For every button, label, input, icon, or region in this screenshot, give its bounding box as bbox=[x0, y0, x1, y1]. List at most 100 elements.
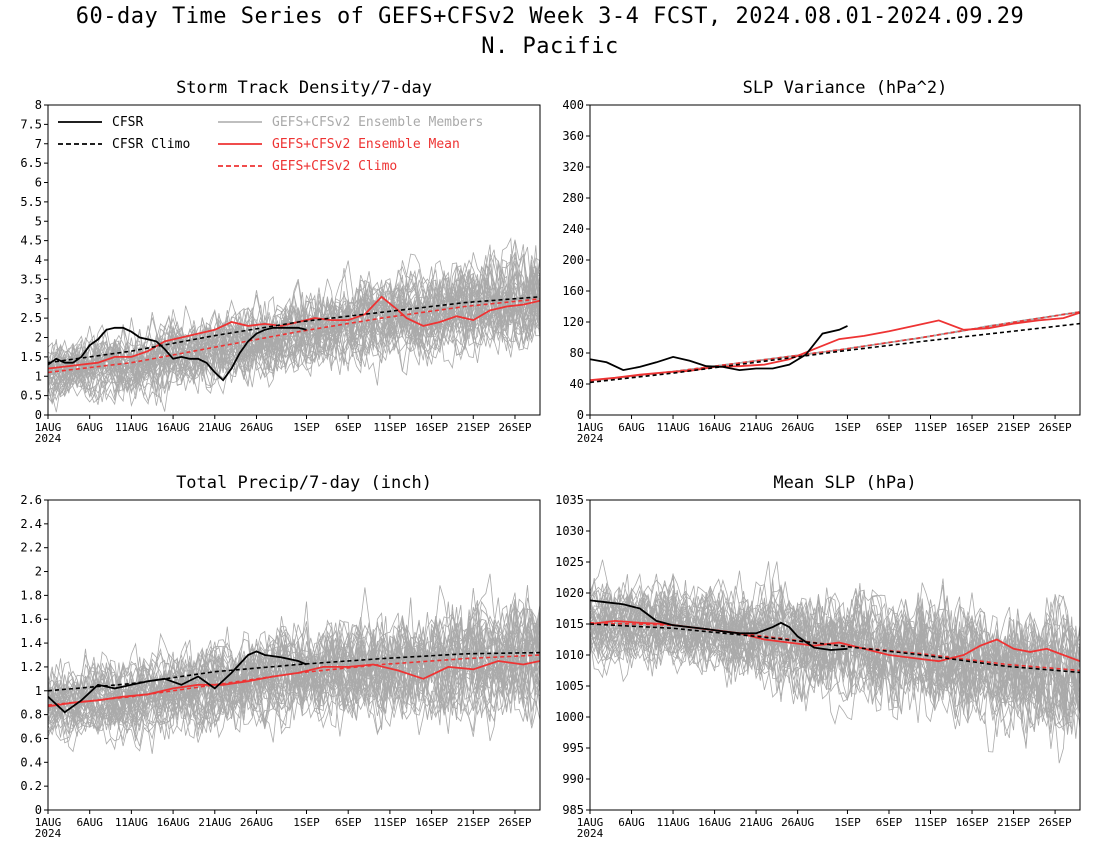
y-tick-label: 0 bbox=[35, 803, 42, 817]
x-tick-label: 11SEP bbox=[373, 421, 406, 434]
x-tick-label: 11SEP bbox=[914, 816, 947, 829]
y-tick-label: 0.8 bbox=[20, 708, 42, 722]
member-line bbox=[590, 311, 1080, 382]
panel-3: 0 0.2 0.4 0.6 0.8 1 1.2 1.4 1.6 1.8 2 2.2 2.4 2.6 1AUG… bbox=[20, 473, 541, 840]
panel-title: Mean SLP (hPa) bbox=[773, 473, 916, 493]
x-tick-label: 6SEP bbox=[876, 421, 903, 434]
member-line bbox=[590, 311, 1080, 382]
panel-title: Total Precip/7-day (inch) bbox=[176, 473, 432, 493]
member-line bbox=[590, 311, 1080, 382]
member-line bbox=[590, 311, 1080, 382]
series-cfsr-climo bbox=[590, 322, 1080, 384]
member-line bbox=[48, 292, 540, 405]
y-tick-label: 985 bbox=[562, 803, 584, 817]
x-tick-label: 6SEP bbox=[876, 816, 903, 829]
y-tick-label: 4.5 bbox=[20, 234, 42, 248]
x-tick-label: 16SEP bbox=[415, 421, 448, 434]
x-tick-label: 11AUG bbox=[656, 816, 689, 829]
x-tick-label: 1SEP bbox=[834, 816, 861, 829]
x-tick-label: 26AUG bbox=[240, 816, 273, 829]
series-gefs-cfsv2-climo bbox=[590, 311, 1080, 382]
y-tick-label: 1010 bbox=[555, 648, 584, 662]
x-tick-label: 16SEP bbox=[955, 816, 988, 829]
member-line bbox=[590, 311, 1080, 382]
series-gefs-cfsv2-ensemble-mean bbox=[48, 660, 540, 708]
panel-2: 0 40 80 120 160 200 240 280 320 360 400 1AUG 6AUG 11A… bbox=[562, 78, 1081, 445]
x-tick-label: 16SEP bbox=[415, 816, 448, 829]
member-line bbox=[590, 311, 1080, 382]
member-line bbox=[48, 244, 540, 394]
y-tick-label: 2.6 bbox=[20, 493, 42, 507]
y-tick-label: 7.5 bbox=[20, 117, 42, 131]
series-cfsr-climo bbox=[48, 296, 540, 364]
panel-4: 985 990 995 1000 1005 1010 1015 1020 1025 1030 103… bbox=[555, 473, 1081, 840]
member-line bbox=[590, 311, 1080, 382]
series-cfsr bbox=[48, 650, 307, 714]
x-tick-label: 21AUG bbox=[740, 816, 773, 829]
y-tick-label: 40 bbox=[570, 377, 584, 391]
member-line bbox=[590, 311, 1080, 382]
member-line bbox=[590, 311, 1080, 382]
x-tick-label: 26AUG bbox=[781, 816, 814, 829]
y-tick-label: 7 bbox=[35, 137, 42, 151]
y-tick-label: 1030 bbox=[555, 524, 584, 538]
y-tick-label: 1000 bbox=[555, 710, 584, 724]
member-line bbox=[590, 585, 1080, 726]
member-line bbox=[48, 257, 540, 390]
y-tick-label: 80 bbox=[570, 346, 584, 360]
member-line bbox=[590, 608, 1080, 753]
member-line bbox=[48, 611, 540, 742]
plot-area bbox=[48, 573, 540, 754]
y-tick-label: 4 bbox=[35, 253, 42, 267]
figure-title: 60-day Time Series of GEFS+CFSv2 Week 3-… bbox=[75, 4, 1025, 29]
y-tick-label: 995 bbox=[562, 741, 584, 755]
member-line bbox=[590, 311, 1080, 382]
x-tick-label: 6SEP bbox=[335, 421, 362, 434]
legend-label: CFSR Climo bbox=[112, 137, 190, 152]
x-tick-label: 11AUG bbox=[656, 421, 689, 434]
x-tick-label: 26AUG bbox=[781, 421, 814, 434]
y-tick-label: 1035 bbox=[555, 493, 584, 507]
y-tick-label: 1 bbox=[35, 684, 42, 698]
ensemble-members bbox=[590, 559, 1080, 764]
y-tick-label: 0.4 bbox=[20, 755, 42, 769]
y-tick-label: 0.2 bbox=[20, 779, 42, 793]
member-line bbox=[590, 559, 1080, 722]
y-tick-label: 160 bbox=[562, 284, 584, 298]
member-line bbox=[48, 606, 540, 716]
x-tick-label: 21AUG bbox=[198, 421, 231, 434]
y-tick-label: 6.5 bbox=[20, 156, 42, 170]
x-tick-label: 16AUG bbox=[698, 816, 731, 829]
y-tick-label: 2 bbox=[35, 331, 42, 345]
member-line bbox=[590, 311, 1080, 382]
legend-label: GEFS+CFSv2 Climo bbox=[272, 159, 397, 174]
y-tick-label: 3 bbox=[35, 292, 42, 306]
member-line bbox=[590, 311, 1080, 381]
ensemble-members bbox=[590, 311, 1080, 382]
y-tick-label: 200 bbox=[562, 253, 584, 267]
member-line bbox=[590, 311, 1080, 382]
x-tick-label: 11AUG bbox=[115, 421, 148, 434]
member-line bbox=[48, 245, 540, 401]
y-tick-label: 280 bbox=[562, 191, 584, 205]
member-line bbox=[590, 311, 1080, 381]
member-line bbox=[590, 311, 1080, 382]
x-tick-label: 21SEP bbox=[457, 421, 490, 434]
y-tick-label: 990 bbox=[562, 772, 584, 786]
x-tick-label: 6SEP bbox=[335, 816, 362, 829]
x-tick-label: 16AUG bbox=[698, 421, 731, 434]
member-line bbox=[590, 311, 1080, 382]
member-line bbox=[590, 561, 1080, 705]
y-tick-label: 5.5 bbox=[20, 195, 42, 209]
x-tick-label: 1AUG bbox=[577, 421, 604, 434]
member-line bbox=[590, 311, 1080, 382]
x-tick-label: 26SEP bbox=[498, 421, 531, 434]
y-tick-label: 6 bbox=[35, 176, 42, 190]
x-year-label: 2024 bbox=[577, 432, 604, 445]
member-line bbox=[590, 586, 1080, 711]
x-year-label: 2024 bbox=[35, 827, 62, 840]
y-tick-label: 0.6 bbox=[20, 731, 42, 745]
plot-area bbox=[590, 559, 1080, 764]
ensemble-members bbox=[48, 573, 540, 754]
y-tick-label: 1020 bbox=[555, 586, 584, 600]
